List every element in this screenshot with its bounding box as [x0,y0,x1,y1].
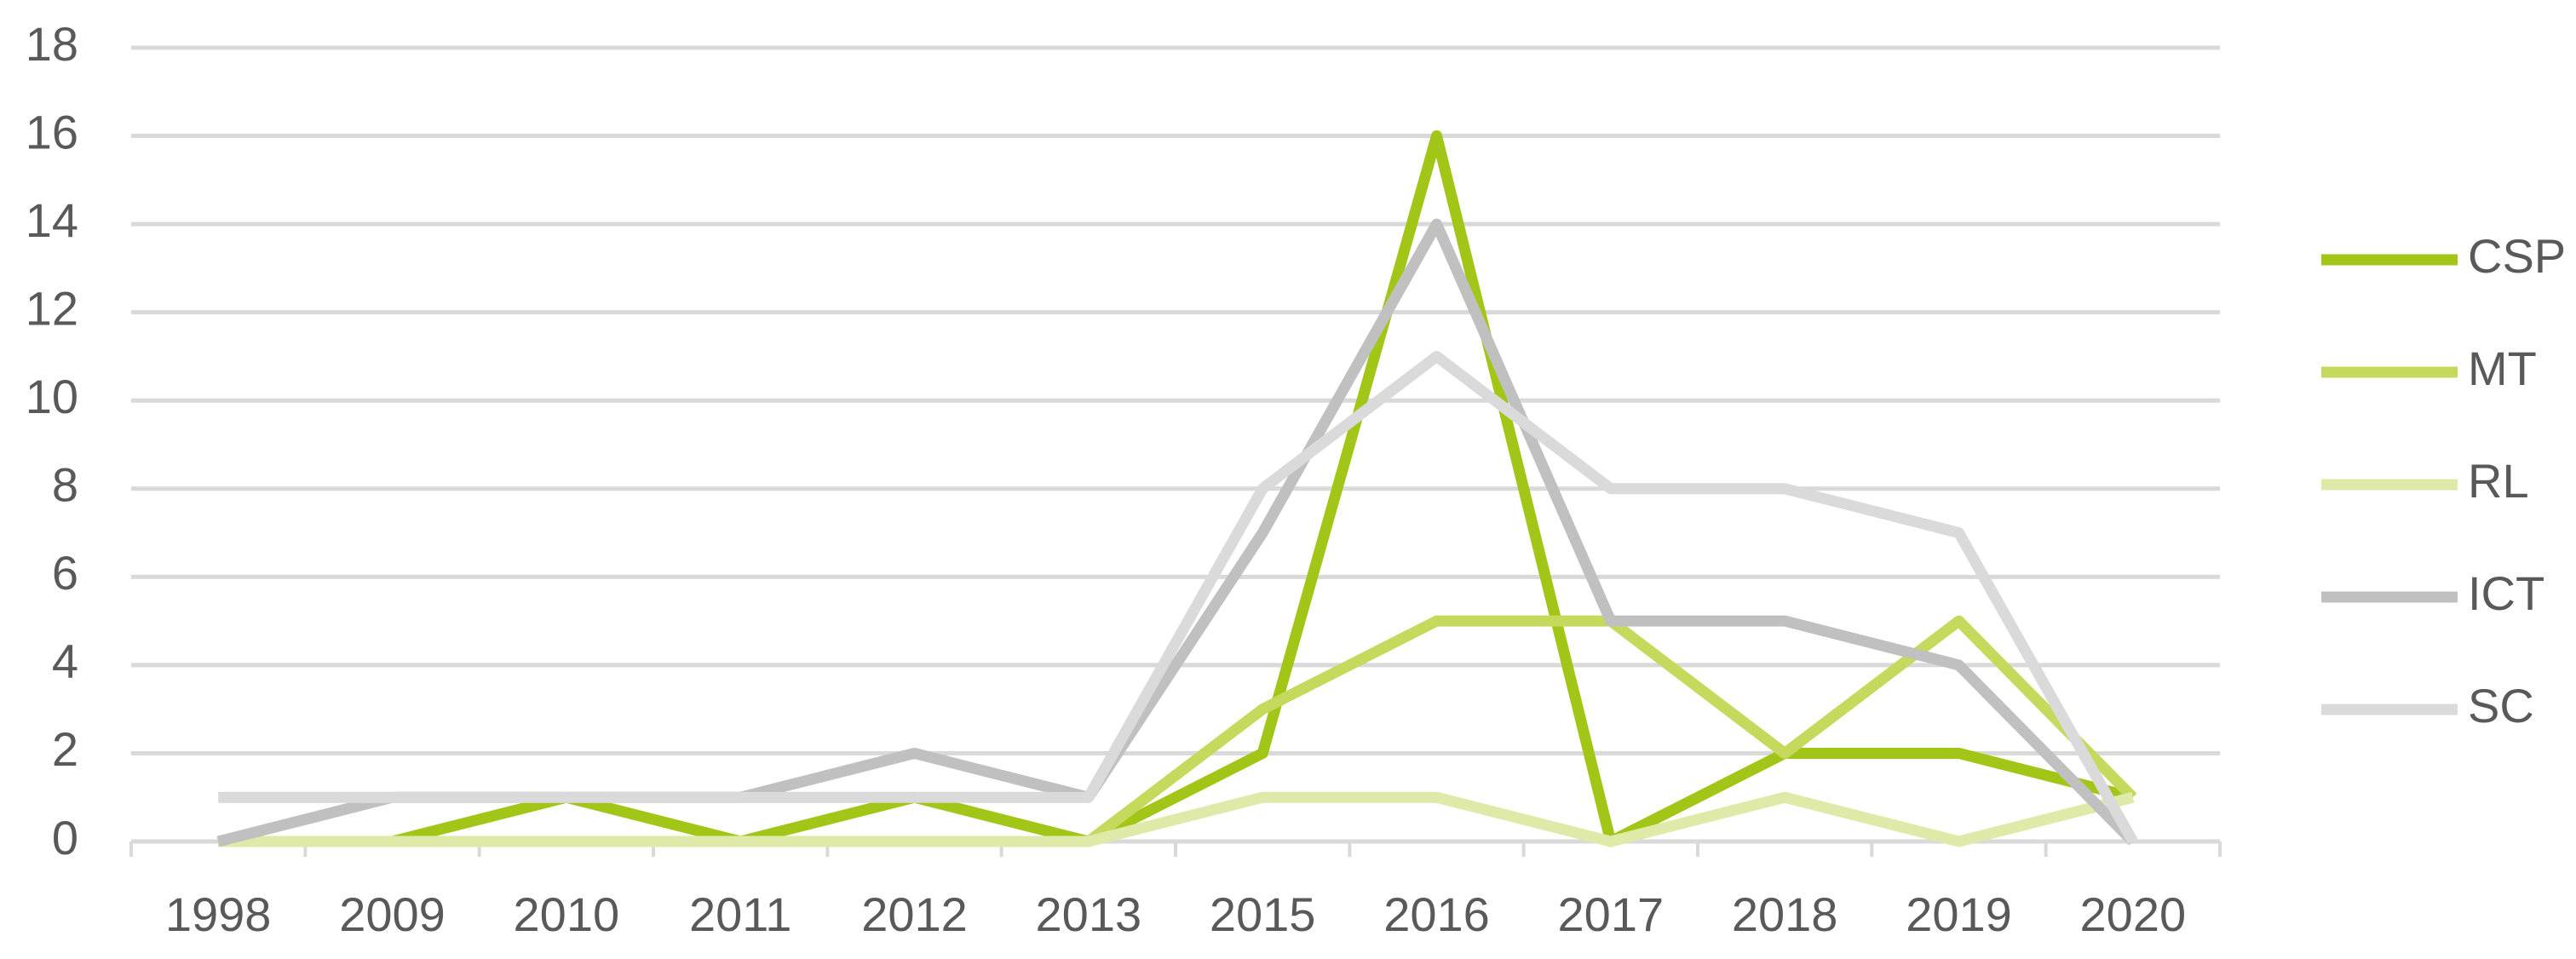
y-tick-label: 16 [26,105,78,158]
legend-label: RL [2468,454,2529,508]
series-line [218,130,2135,847]
legend-label: CSP [2468,229,2566,283]
y-tick-label: 6 [52,546,78,600]
y-tick-label: 18 [26,17,78,71]
y-tick-label: 12 [26,281,78,335]
y-tick-label: 2 [52,722,78,776]
x-tick-label: 2012 [861,887,968,941]
x-tick-label: 2016 [1383,887,1490,941]
legend-label: SC [2468,679,2534,732]
x-tick-label: 2010 [514,887,620,941]
y-tick-label: 10 [26,370,78,423]
x-tick-label: 2013 [1036,887,1142,941]
x-tick-label: 2015 [1210,887,1316,941]
y-tick-label: 14 [26,193,78,247]
y-tick-label: 8 [52,458,78,512]
y-tick-label: 0 [52,811,78,864]
x-tick-label: 2009 [339,887,446,941]
series-line [218,791,2135,847]
legend-label: ICT [2468,566,2544,620]
x-tick-label: 2020 [2080,887,2187,941]
x-tick-label: 2017 [1558,887,1665,941]
x-tick-label: 2019 [1906,887,2012,941]
legend-label: MT [2468,342,2537,395]
series-line [218,350,2138,845]
x-tick-label: 2011 [689,887,791,941]
x-tick-label: 1998 [165,887,272,941]
y-tick-label: 4 [52,635,78,688]
x-tick-label: 2018 [1732,887,1838,941]
